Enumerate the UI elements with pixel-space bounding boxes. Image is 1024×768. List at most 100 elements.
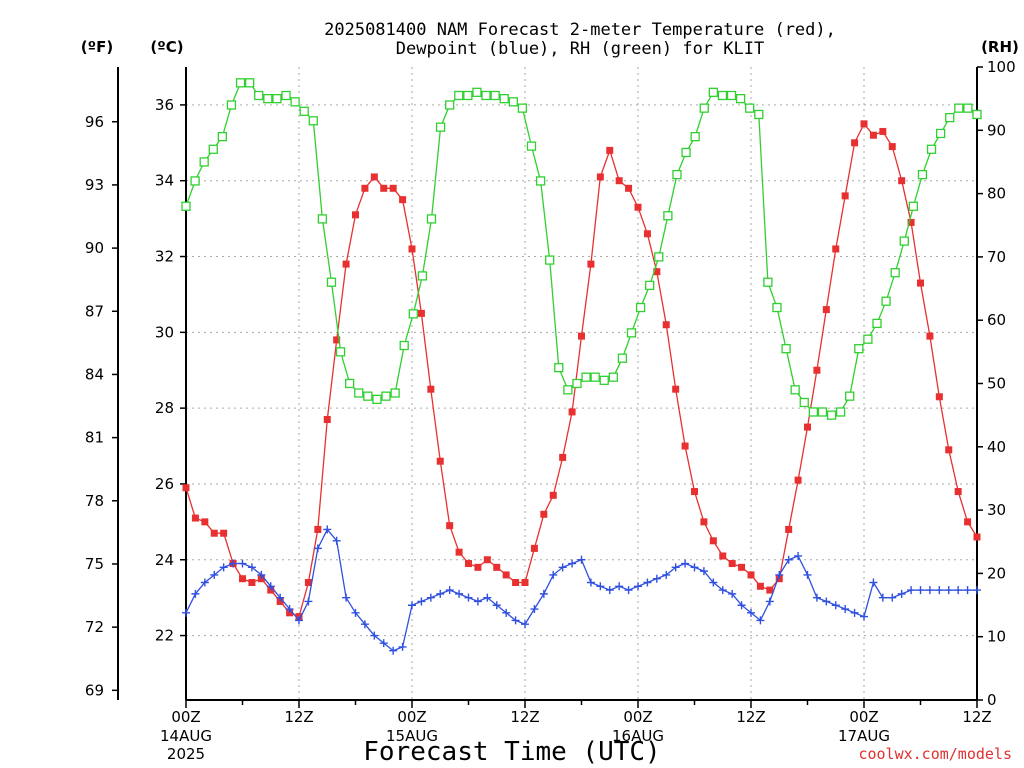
temperature-point xyxy=(587,260,595,268)
rh-point xyxy=(308,116,318,126)
dewpoint-point xyxy=(803,570,812,579)
temperature-point xyxy=(691,488,698,496)
fahrenheit-tick-label: 96 xyxy=(85,113,104,131)
rh-point xyxy=(381,391,391,401)
rh-point xyxy=(908,201,919,211)
dewpoint-point xyxy=(747,608,755,617)
dewpoint-point xyxy=(445,586,454,595)
dewpoint-line xyxy=(185,528,977,652)
dewpoint-point xyxy=(709,578,718,587)
rh-point xyxy=(654,252,664,262)
dewpoint-point xyxy=(973,586,981,595)
dewpoint-point xyxy=(718,586,727,595)
rh-point xyxy=(190,176,200,186)
rh-point xyxy=(690,131,700,142)
dewpoint-point xyxy=(737,601,746,610)
temperature-point xyxy=(756,582,764,590)
rh-series xyxy=(181,78,982,420)
rh-point xyxy=(672,169,682,180)
rh-point xyxy=(408,309,418,319)
rh-point xyxy=(726,90,737,101)
dewpoint-point xyxy=(624,586,633,595)
temperature-point xyxy=(653,268,661,276)
dewpoint-point xyxy=(351,608,360,617)
celsius-tick-label: 22 xyxy=(155,627,174,645)
rh-point xyxy=(763,277,773,287)
rh-point xyxy=(572,378,582,389)
dewpoint-point xyxy=(878,593,887,602)
rh-point xyxy=(972,109,982,120)
dewpoint-point xyxy=(907,586,916,595)
dewpoint-point xyxy=(897,589,906,598)
dewpoint-point xyxy=(229,559,238,568)
dewpoint-point xyxy=(860,612,868,621)
dewpoint-point xyxy=(841,605,850,614)
fahrenheit-tick-label: 81 xyxy=(85,429,104,447)
celsius-tick-label: 34 xyxy=(155,172,174,190)
fahrenheit-unit-label: (ºF) xyxy=(81,38,113,56)
rh-tick-label: 60 xyxy=(987,311,1006,329)
rh-point xyxy=(863,334,873,344)
rh-point xyxy=(808,407,818,417)
dewpoint-point xyxy=(935,586,944,595)
dewpoint-point xyxy=(323,525,332,534)
temperature-point xyxy=(361,184,369,192)
temperature-point xyxy=(888,143,896,151)
dewpoint-point xyxy=(295,616,303,625)
rh-point xyxy=(235,78,246,88)
temperature-point xyxy=(191,514,199,522)
rh-point xyxy=(599,375,609,385)
temperature-point xyxy=(935,393,943,401)
dewpoint-point xyxy=(662,570,671,579)
rh-tick-label: 90 xyxy=(987,121,1006,139)
rh-point xyxy=(699,103,709,113)
dewpoint-point xyxy=(464,593,473,602)
rh-point xyxy=(317,214,328,224)
rh-tick-label: 0 xyxy=(987,691,997,709)
temperature-point xyxy=(643,230,651,238)
time-tick-label: 12Z xyxy=(510,708,539,726)
rh-point xyxy=(254,90,264,101)
dewpoint-point xyxy=(916,586,925,595)
dewpoint-point xyxy=(643,578,652,587)
temperature-point xyxy=(898,177,906,185)
dewpoint-point xyxy=(426,593,435,602)
rh-point xyxy=(290,97,300,107)
dewpoint-point xyxy=(191,589,200,598)
fahrenheit-tick-label: 90 xyxy=(85,239,104,257)
temperature-point xyxy=(483,556,491,564)
dewpoint-point xyxy=(765,597,774,606)
rh-point xyxy=(554,363,564,373)
temperature-point xyxy=(333,336,341,344)
temperature-point xyxy=(417,309,425,317)
credit-text: coolwx.com/models xyxy=(858,745,1012,763)
temperature-point xyxy=(907,218,915,226)
temperature-point xyxy=(964,518,972,526)
rh-tick-label: 80 xyxy=(987,185,1006,203)
rh-tick-label: 20 xyxy=(987,564,1006,582)
rh-point xyxy=(345,378,355,389)
temperature-point xyxy=(512,578,520,586)
dewpoint-point xyxy=(784,555,793,564)
rh-point xyxy=(608,372,618,382)
temperature-point xyxy=(879,127,887,135)
dewpoint-point xyxy=(238,559,247,568)
temperature-point xyxy=(304,578,312,586)
rh-point xyxy=(926,144,937,154)
rh-point xyxy=(326,277,337,287)
temperature-point xyxy=(380,184,388,192)
temperature-point xyxy=(869,131,877,139)
dewpoint-point xyxy=(775,570,784,579)
dewpoint-point xyxy=(370,631,379,640)
rh-point xyxy=(390,388,400,398)
temperature-point xyxy=(606,146,614,154)
fahrenheit-tick-label: 75 xyxy=(85,555,104,573)
rh-point xyxy=(517,103,528,113)
dewpoint-point xyxy=(455,589,464,598)
fahrenheit-tick-label: 84 xyxy=(85,365,104,383)
dewpoint-point xyxy=(360,620,369,629)
dewpoint-point xyxy=(313,544,322,553)
dewpoint-point xyxy=(577,555,586,564)
dewpoint-point xyxy=(247,563,256,572)
rh-point xyxy=(508,97,518,107)
